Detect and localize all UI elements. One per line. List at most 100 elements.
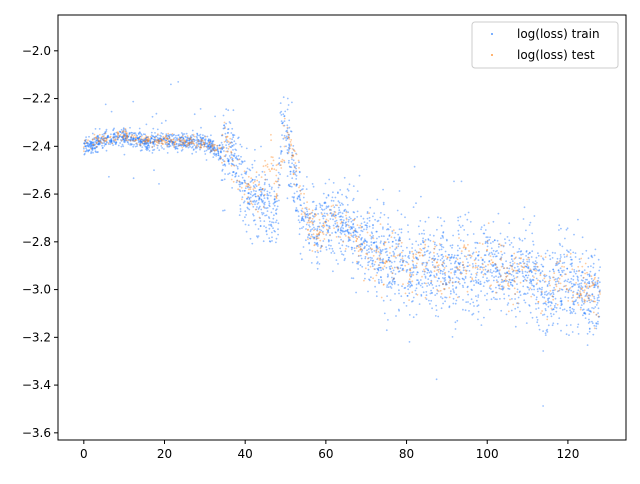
train-point [158,183,160,185]
train-point [153,145,156,147]
test-point [195,146,197,149]
train-point [263,207,266,209]
train-point [331,196,334,199]
test-point [458,266,461,268]
test-point [247,183,250,186]
test-point [138,143,141,146]
test-point [368,212,370,215]
test-point [580,257,583,260]
test-point [168,136,171,138]
train-point [501,244,503,247]
train-point [370,259,372,262]
train-point [344,208,347,211]
train-point [554,297,557,300]
train-point [285,135,288,138]
train-point [510,254,513,257]
train-point [325,207,328,210]
train-point [266,197,269,200]
train-point [311,183,314,185]
train-point [549,301,551,303]
train-point [88,144,91,147]
train-point [570,258,572,261]
test-point [333,213,336,216]
test-point [467,243,469,246]
train-point [341,212,344,215]
train-point [157,139,160,142]
test-point [144,139,147,142]
train-point [312,221,315,224]
train-point [177,134,179,137]
test-point [421,262,424,265]
train-point [299,198,301,201]
train-point [467,285,469,288]
test-point [253,180,256,183]
train-point [569,312,572,315]
train-point [223,127,226,130]
train-point [493,239,496,242]
test-point [86,141,88,144]
test-point [292,173,295,176]
train-point [431,257,434,260]
train-point [398,190,401,192]
train-point [451,246,453,249]
train-point [89,140,92,143]
train-point [98,140,101,143]
train-point [271,221,273,224]
train-point [122,132,125,135]
train-point [591,320,593,323]
train-point [400,295,403,298]
train-point [419,284,422,287]
train-point [415,313,418,316]
train-point [103,135,105,137]
train-point [236,167,239,170]
train-point [393,260,396,263]
train-point [261,213,264,216]
test-point [122,130,125,133]
train-point [393,277,395,279]
train-point [302,246,305,248]
train-point [289,170,292,173]
test-point [432,240,435,243]
train-point [371,257,373,259]
train-point [298,171,301,174]
test-point [468,254,471,257]
train-point [492,240,494,243]
train-point [137,137,139,140]
train-point [286,137,289,140]
train-point [363,221,366,224]
train-point [453,271,456,274]
train-point [517,296,520,299]
test-point [590,299,592,301]
train-point [207,145,210,148]
train-point [344,229,347,232]
test-point [299,189,302,192]
test-point [264,178,267,181]
test-point [245,185,248,188]
train-point [234,142,237,145]
test-point [359,248,362,251]
train-point [83,142,86,145]
train-point [502,280,504,283]
test-point [229,137,232,140]
train-point [327,194,330,197]
test-point [433,259,435,262]
train-point [545,329,548,332]
train-point [287,184,290,187]
train-point [199,136,202,139]
train-point [208,143,211,146]
train-point [165,139,168,142]
test-point [597,285,600,288]
train-point [328,225,330,227]
train-point [190,141,193,144]
train-point [279,145,282,148]
train-point [213,150,216,152]
train-point [168,145,171,148]
train-point [564,279,567,282]
train-point [451,244,454,247]
train-point [311,211,314,214]
test-point [254,208,257,211]
train-point [238,158,241,161]
test-point [223,121,226,124]
train-point [446,239,448,242]
train-point [429,251,432,254]
